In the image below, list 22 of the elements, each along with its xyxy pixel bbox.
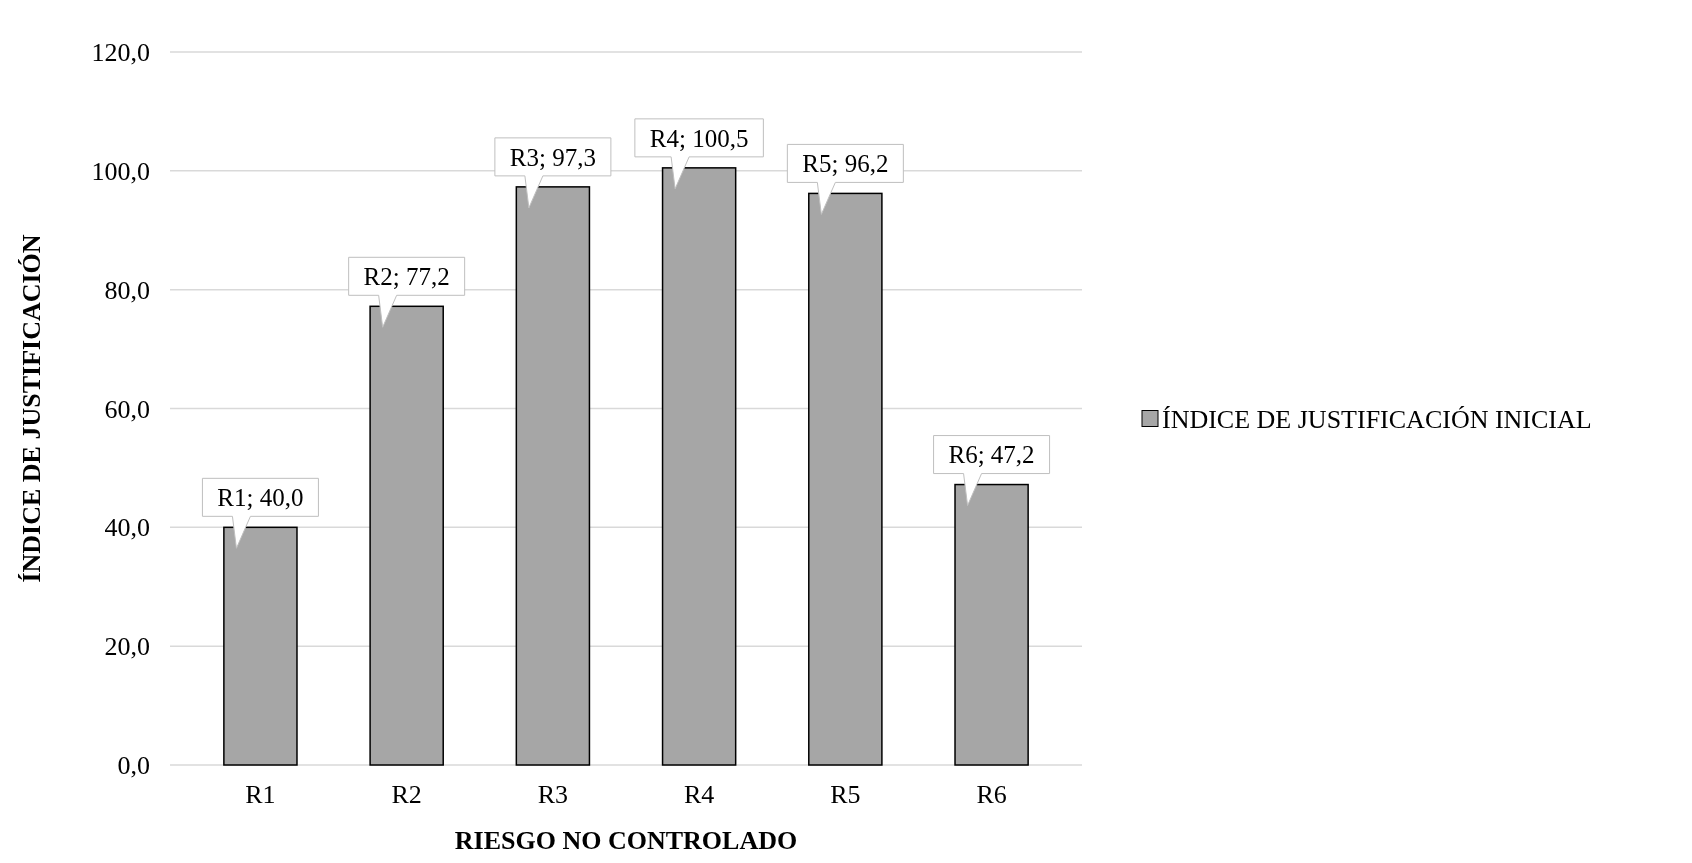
data-label: R2; 77,2 <box>363 263 450 291</box>
y-tick-label: 20,0 <box>104 632 150 662</box>
data-label: R4; 100,5 <box>649 124 749 152</box>
x-tick-label: R2 <box>391 780 422 809</box>
data-label: R3; 97,3 <box>509 143 596 171</box>
y-tick-label: 80,0 <box>104 275 150 305</box>
y-tick-label: 60,0 <box>104 394 150 424</box>
x-tick-label: R3 <box>537 780 569 809</box>
data-label: R1; 40,0 <box>217 484 304 512</box>
y-tick-label: 40,0 <box>104 513 150 543</box>
x-tick-label: R5 <box>830 780 861 809</box>
data-label: R5; 96,2 <box>802 150 889 178</box>
y-tick-label: 100,0 <box>91 156 150 186</box>
x-tick-label: R6 <box>976 780 1007 809</box>
x-tick-label: R1 <box>245 780 276 809</box>
y-tick-label: 0,0 <box>117 751 150 781</box>
y-axis-title: ÍNDICE DE JUSTIFICACIÓN <box>17 234 46 583</box>
x-axis-title: RIESGO NO CONTROLADO <box>454 826 798 855</box>
legend-label: ÍNDICE DE JUSTIFICACIÓN INICIAL <box>1162 404 1592 434</box>
y-tick-label: 120,0 <box>91 38 150 68</box>
x-tick-label: R4 <box>683 780 715 809</box>
data-label: R6; 47,2 <box>948 441 1035 469</box>
